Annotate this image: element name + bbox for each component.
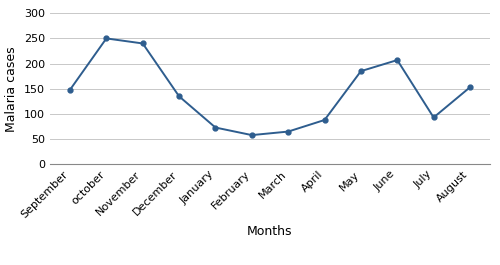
X-axis label: Months: Months [247, 225, 293, 238]
Y-axis label: Malaria cases: Malaria cases [6, 46, 18, 132]
